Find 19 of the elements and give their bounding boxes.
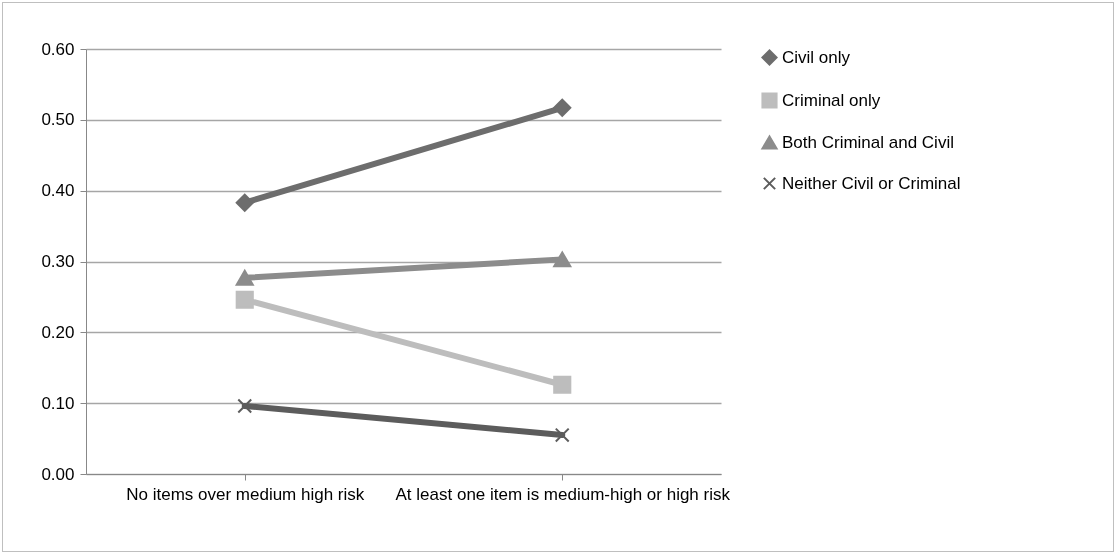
y-tick-label: 0.50: [41, 110, 75, 130]
point: [235, 290, 254, 309]
y-tick-label: 0.40: [41, 181, 75, 201]
legend-label: Civil only: [782, 47, 851, 67]
legend-label: Both Criminal and Civil: [782, 132, 954, 152]
x-tick-label: No items over medium high risk: [126, 484, 365, 504]
legend-label: Neither Civil or Criminal: [782, 173, 961, 193]
y-tick-label: 0.60: [41, 39, 75, 59]
point: [553, 375, 572, 394]
point: [553, 98, 572, 117]
legend-label: Criminal only: [782, 90, 881, 110]
point: [235, 193, 254, 212]
y-tick-label: 0.30: [41, 252, 75, 271]
y-tick-label: 0.10: [41, 393, 75, 413]
point: [237, 398, 253, 414]
y-tick-label: 0.00: [41, 464, 75, 484]
point: [554, 427, 570, 443]
x-tick-label: At least one item is medium-high or high risk: [395, 484, 731, 504]
y-tick-label: 0.20: [41, 322, 75, 342]
